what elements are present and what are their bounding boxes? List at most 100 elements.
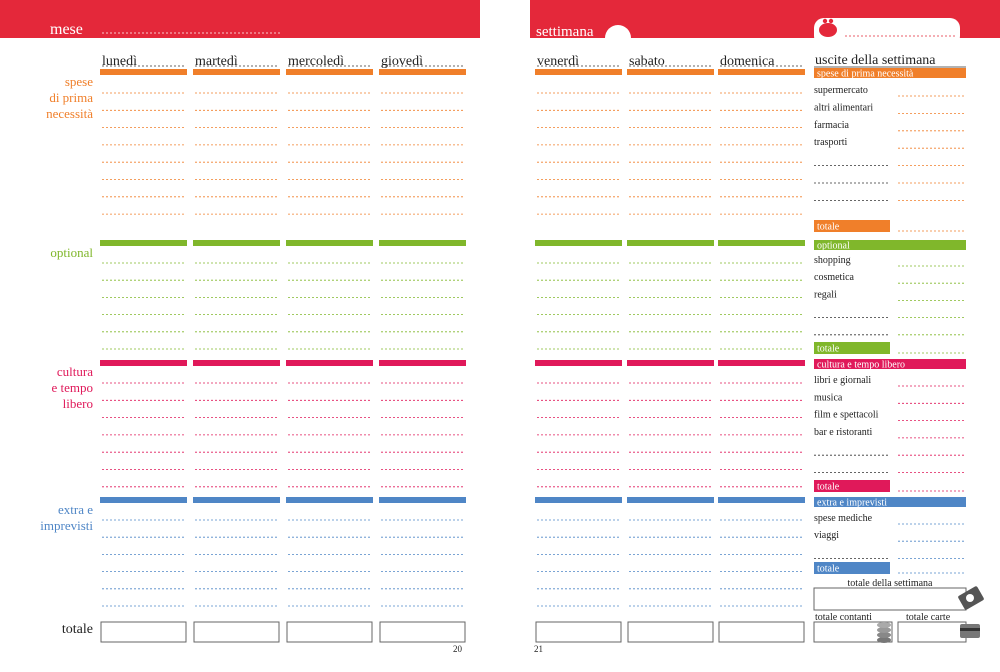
section-bar	[100, 360, 187, 366]
section-label: spese	[65, 74, 93, 89]
day-total-box	[535, 621, 622, 643]
summary-bar	[814, 240, 966, 250]
day-label: venerdì	[537, 54, 579, 69]
section-bar	[535, 497, 622, 503]
summary-item: cosmetica	[814, 272, 855, 283]
section-bar	[286, 497, 373, 503]
summary-total-box	[814, 480, 890, 492]
day-label: lunedì	[102, 54, 137, 69]
day-label: sabato	[629, 54, 665, 69]
header-tab-summary	[814, 18, 960, 46]
section-bar	[535, 360, 622, 366]
summary-item: bar e ristoranti	[814, 427, 873, 438]
card-icon	[960, 624, 980, 638]
section-bar	[286, 69, 373, 75]
section-label: cultura	[57, 364, 93, 379]
summary-bar	[814, 359, 966, 369]
section-bar	[627, 240, 714, 246]
total-label: totale	[62, 622, 93, 637]
summary-group-label: extra e imprevisti	[817, 498, 887, 509]
section-bar	[100, 69, 187, 75]
summary-bar	[814, 497, 966, 507]
section-label: e tempo	[51, 380, 93, 395]
section-bar	[193, 497, 280, 503]
week-total-box	[813, 587, 967, 611]
day-total-box	[379, 621, 466, 643]
week-total-label: totale della settimana	[848, 578, 934, 589]
section-bar	[718, 69, 805, 75]
day-total-box	[718, 621, 805, 643]
summary-item: altri alimentari	[814, 102, 873, 113]
day-label: mercoledì	[288, 54, 344, 69]
summary-item: spese mediche	[814, 513, 873, 524]
summary-bar	[814, 68, 966, 78]
section-bar	[718, 360, 805, 366]
section-label: extra e	[58, 502, 93, 517]
section-bar	[718, 240, 805, 246]
summary-total-box	[814, 342, 890, 354]
section-bar	[286, 240, 373, 246]
summary-title: uscite della settimana	[815, 53, 936, 68]
section-bar	[100, 497, 187, 503]
summary-item: musica	[814, 392, 843, 403]
day-total-box	[193, 621, 280, 643]
cash-total-label: totale contanti	[815, 612, 872, 623]
purse-icon	[819, 18, 837, 37]
section-label: optional	[50, 245, 93, 260]
section-bar	[535, 240, 622, 246]
header-tab	[605, 25, 631, 38]
summary-item: farmacia	[814, 120, 850, 131]
section-bar	[286, 360, 373, 366]
section-label: di prima	[49, 90, 93, 105]
section-label: imprevisti	[40, 518, 93, 533]
summary-item: supermercato	[814, 85, 868, 96]
card-total-label: totale carte	[906, 612, 951, 623]
summary-item: viaggi	[814, 530, 839, 541]
day-label: domenica	[720, 54, 775, 69]
section-bar	[379, 360, 466, 366]
card-total-box	[897, 621, 967, 643]
section-bar	[193, 240, 280, 246]
day-total-box	[100, 621, 187, 643]
month-label: mese	[50, 21, 83, 38]
section-bar	[535, 69, 622, 75]
money-icon	[958, 586, 984, 610]
summary-item: film e spettacoli	[814, 410, 879, 421]
summary-item: libri e giornali	[814, 375, 871, 386]
section-label: libero	[63, 396, 93, 411]
summary-total-label: totale	[817, 564, 840, 575]
section-bar	[627, 69, 714, 75]
day-total-box	[286, 621, 373, 643]
section-bar	[379, 497, 466, 503]
section-bar	[193, 69, 280, 75]
section-bar	[627, 497, 714, 503]
section-bar	[627, 360, 714, 366]
cash-total-box	[813, 621, 893, 643]
section-label: necessità	[46, 106, 93, 121]
day-label: martedì	[195, 54, 238, 69]
summary-total-box	[814, 562, 890, 574]
summary-item: shopping	[814, 255, 851, 266]
page-number: 21	[534, 644, 543, 654]
day-total-box	[627, 621, 714, 643]
summary-item: trasporti	[814, 137, 848, 148]
summary-total-label: totale	[817, 344, 840, 355]
week-label: settimana	[536, 24, 594, 40]
summary-total-label: totale	[817, 222, 840, 233]
section-bar	[193, 360, 280, 366]
summary-item: regali	[814, 289, 837, 300]
summary-group-label: cultura e tempo libero	[817, 360, 905, 371]
summary-group-label: spese di prima necessità	[817, 69, 914, 80]
header-band-left	[0, 0, 480, 38]
section-bar	[100, 240, 187, 246]
summary-group-label: optional	[817, 241, 850, 252]
page-number: 20	[453, 644, 463, 654]
section-bar	[379, 240, 466, 246]
day-label: giovedì	[381, 54, 423, 69]
summary-total-label: totale	[817, 482, 840, 493]
section-bar	[718, 497, 805, 503]
summary-total-box	[814, 220, 890, 232]
section-bar	[379, 69, 466, 75]
coins-icon	[877, 622, 891, 643]
